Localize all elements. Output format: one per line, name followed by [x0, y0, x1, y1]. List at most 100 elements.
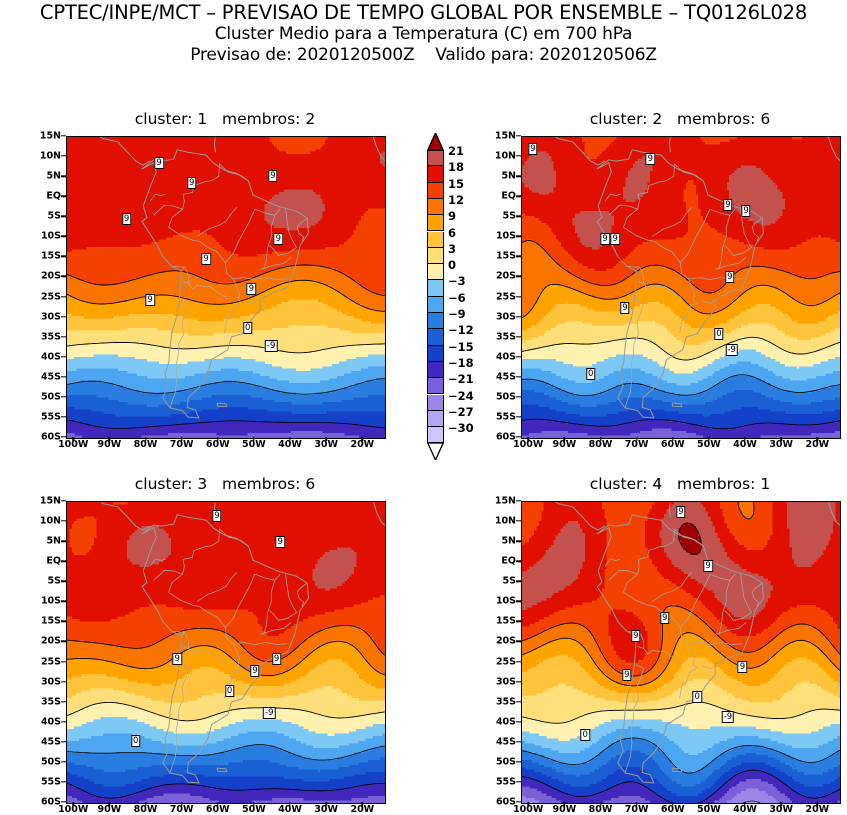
y-axis-tick-mark [516, 356, 521, 357]
panel-title-cluster-4: cluster: 4 membros: 1 [521, 475, 839, 493]
y-axis-tick-mark [61, 256, 66, 257]
y-axis-tick-label: 40S [496, 351, 516, 362]
y-axis-tick-mark [516, 741, 521, 742]
colorbar-swatch [427, 150, 444, 166]
y-axis-tick-label: 20S [496, 271, 516, 282]
y-axis-tick-label: 50S [41, 756, 61, 767]
contour-label: -9 [265, 340, 277, 352]
y-axis-tick-mark [516, 135, 521, 136]
contour-label: -9 [722, 711, 734, 723]
y-axis-tick-label: 5S [48, 211, 61, 222]
y-axis-tick-label: 50S [496, 756, 516, 767]
y-axis-tick-mark [516, 296, 521, 297]
colorbar-tick-label: 21 [448, 144, 464, 158]
colorbar-tick-label: 0 [448, 258, 456, 272]
header-line-times: Previsao de: 2020120500Z Valido para: 20… [0, 45, 847, 66]
y-axis-tick-label: 40S [496, 716, 516, 727]
y-axis-tick-mark [61, 721, 66, 722]
colorbar-swatch [427, 297, 444, 313]
x-axis-tick-mark [73, 437, 74, 441]
y-axis-tick-mark [61, 500, 66, 501]
x-axis-tick-mark [181, 437, 182, 441]
y-axis-tick-mark [516, 601, 521, 602]
y-axis-tick-mark [516, 701, 521, 702]
y-axis-tick-label: 40S [41, 716, 61, 727]
y-axis-tick-mark [61, 155, 66, 156]
x-axis-tick-mark [744, 437, 745, 441]
y-axis-tick-mark [516, 216, 521, 217]
colorbar-swatch [427, 232, 444, 248]
colorbar-swatch [427, 280, 444, 296]
y-axis-tick-label: EQ [46, 556, 61, 567]
contour-label: 9 [154, 157, 163, 169]
contour-label: 0 [586, 368, 595, 380]
colorbar-swatch [427, 395, 444, 411]
contour-label: 9 [646, 153, 655, 165]
colorbar-bottom-arrow [427, 443, 444, 460]
header-line-model: CPTEC/INPE/MCT – PREVISAO DE TEMPO GLOBA… [0, 0, 847, 24]
y-axis-tick-mark [61, 276, 66, 277]
y-axis-tick-mark [516, 175, 521, 176]
colorbar-tick-label: −3 [448, 274, 466, 288]
x-axis-tick-mark [708, 437, 709, 441]
x-axis-tick-mark [528, 437, 529, 441]
temperature-field-cluster-3 [67, 502, 385, 803]
x-axis-tick-mark [145, 437, 146, 441]
colorbar-swatch [427, 215, 444, 231]
y-axis-tick-mark [516, 520, 521, 521]
y-axis-tick-mark [61, 216, 66, 217]
contour-label: 9 [600, 233, 609, 245]
y-axis-tick-label: 5S [503, 211, 516, 222]
contour-label: 9 [250, 665, 259, 677]
y-axis-tick-label: 10N [40, 516, 61, 527]
y-axis-tick-label: 45S [41, 736, 61, 747]
y-axis-tick-label: EQ [46, 191, 61, 202]
y-axis-tick-label: 5N [46, 171, 61, 182]
y-axis-tick-mark [61, 135, 66, 136]
y-axis-tick-mark [516, 195, 521, 196]
panel-title-cluster-3: cluster: 3 membros: 6 [66, 475, 384, 493]
y-axis-tick-mark [61, 236, 66, 237]
y-axis-tick-mark [61, 356, 66, 357]
contour-label: 9 [528, 143, 537, 155]
y-axis-tick-label: 20S [496, 636, 516, 647]
y-axis-tick-label: 35S [496, 331, 516, 342]
colorbar-swatch [427, 411, 444, 427]
y-axis-tick-label: 55S [496, 411, 516, 422]
figure-header: CPTEC/INPE/MCT – PREVISAO DE TEMPO GLOBA… [0, 0, 847, 66]
y-axis-tick-label: 30S [41, 311, 61, 322]
y-axis-tick-mark [61, 416, 66, 417]
y-axis-tick-label: 5N [501, 171, 516, 182]
colorbar-tick-label: 15 [448, 177, 464, 191]
y-axis-tick-mark [61, 436, 66, 437]
y-axis-tick-label: EQ [501, 556, 516, 567]
y-axis-tick-mark [61, 761, 66, 762]
y-axis-tick-label: 10S [496, 231, 516, 242]
y-axis-tick-mark [61, 601, 66, 602]
y-axis-tick-label: 30S [496, 311, 516, 322]
y-axis-tick-mark [516, 416, 521, 417]
contour-label: 9 [622, 669, 631, 681]
x-axis-tick-mark [362, 437, 363, 441]
x-axis-tick-mark [109, 437, 110, 441]
contour-label: -9 [725, 344, 737, 356]
y-axis-tick-mark [61, 316, 66, 317]
panel-cluster-1: cluster: 1 membros: 2 9 9 9 9 9 9 9 9 0 -9 15N 10N 5N… [66, 136, 384, 437]
y-axis-tick-label: 45S [41, 371, 61, 382]
y-axis-tick-label: 15N [40, 131, 61, 142]
y-axis-tick-mark [516, 621, 521, 622]
panel-title-cluster-1: cluster: 1 membros: 2 [66, 110, 384, 128]
y-axis-tick-label: 20S [41, 636, 61, 647]
y-axis-tick-label: 55S [41, 411, 61, 422]
y-axis-tick-mark [516, 336, 521, 337]
y-axis-tick-label: 5S [48, 576, 61, 587]
contour-label: 9 [725, 271, 734, 283]
contour-label: 0 [581, 729, 590, 741]
y-axis-tick-label: 25S [41, 656, 61, 667]
colorbar-scale: 21 18 15 12 9 6 3 0 −3 −6 −9 −12 −15 −18 −21 −24 −27 −30 [427, 133, 444, 460]
contour-label: 9 [145, 294, 154, 306]
y-axis-tick-label: 5N [46, 536, 61, 547]
y-axis-tick-label: 10S [41, 596, 61, 607]
contour-label: 9 [620, 302, 629, 314]
